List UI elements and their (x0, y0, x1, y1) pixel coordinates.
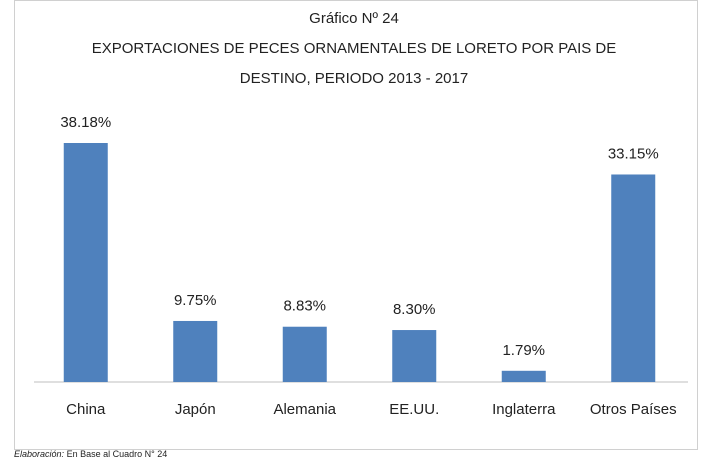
value-label: 38.18% (60, 114, 111, 131)
x-tick-label: Inglaterra (492, 401, 556, 418)
value-label: 8.30% (393, 301, 436, 318)
value-label: 33.15% (608, 145, 659, 162)
x-tick-label: China (66, 401, 106, 418)
bar (611, 174, 656, 382)
bar (501, 370, 546, 382)
chart-subtitle: EXPORTACIONES DE PECES ORNAMENTALES DE L… (91, 40, 617, 87)
bar (173, 320, 218, 382)
value-label: 1.79% (502, 342, 545, 359)
value-label: 8.83% (283, 298, 326, 315)
bar (392, 330, 437, 382)
x-tick-label: Otros Países (590, 401, 677, 418)
note: Elaboración: En Base al Cuadro N° 24 (14, 449, 167, 459)
bar (282, 326, 327, 382)
bar (63, 143, 108, 382)
x-tick-label: EE.UU. (389, 401, 439, 418)
chart-frame (14, 0, 698, 450)
titles: Gráfico Nº 24 EXPORTACIONES DE PECES ORN… (64, 4, 644, 94)
x-tick-label: Japón (175, 401, 216, 418)
value-label: 9.75% (174, 292, 217, 309)
x-tick-label: Alemania (273, 401, 336, 418)
chart-title: Gráfico Nº 24 (309, 10, 399, 27)
note-label: Elaboración: (14, 449, 65, 459)
note-text: En Base al Cuadro N° 24 (66, 449, 168, 459)
